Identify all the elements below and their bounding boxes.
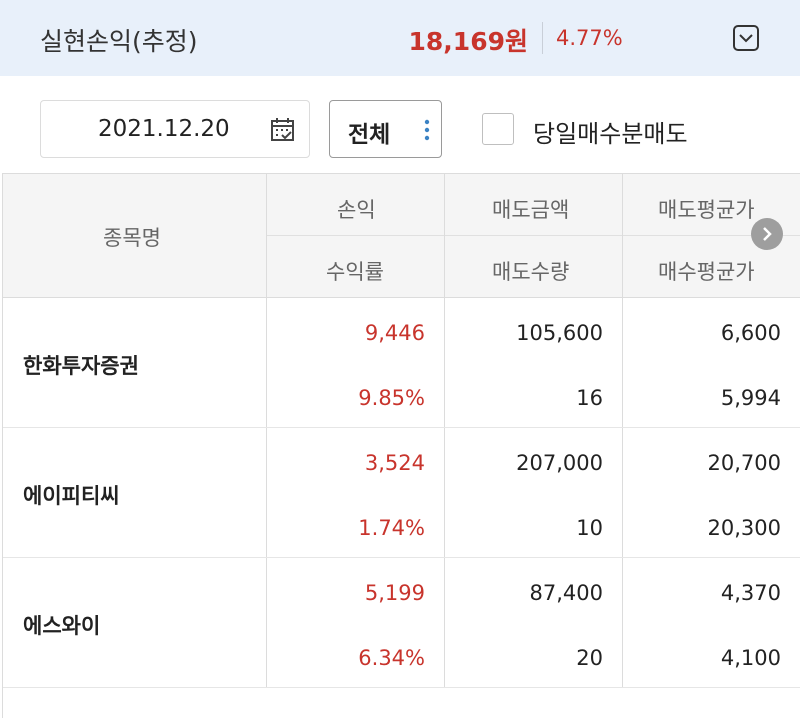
col-divider [444, 174, 445, 688]
stock-name: 에스와이 [23, 614, 101, 638]
header-sell-avg: 매도평균가 [658, 198, 755, 222]
header-name: 종목명 [103, 226, 161, 250]
stock-name: 한화투자증권 [23, 354, 139, 378]
scope-value: 전체 [348, 122, 391, 148]
sell-qty-value: 10 [576, 516, 603, 540]
buy-avg-value: 5,994 [720, 386, 781, 410]
row-divider [3, 687, 800, 688]
same-day-label[interactable]: 당일매수분매도 [533, 120, 688, 148]
date-picker[interactable]: 2021.12.20 [40, 100, 310, 158]
summary-amount: 18,169원 [408, 27, 528, 56]
same-day-checkbox[interactable] [482, 113, 514, 145]
date-value: 2021.12.20 [98, 116, 230, 142]
summary-title: 실현손익(추정) [40, 27, 198, 56]
return-rate-value: 1.74% [358, 516, 425, 540]
summary-divider [542, 22, 543, 54]
sell-avg-value: 4,370 [720, 581, 781, 605]
kebab-icon [424, 119, 430, 141]
sell-amount-value: 87,400 [529, 581, 603, 605]
sell-avg-value: 6,600 [720, 321, 781, 345]
return-rate-value: 6.34% [358, 646, 425, 670]
table-header: 종목명 손익 수익률 매도금액 매도수량 매도평균가 매수평균가 [3, 174, 800, 298]
sell-qty-value: 20 [576, 646, 603, 670]
realized-pl-table: 종목명 손익 수익률 매도금액 매도수량 매도평균가 매수평균가 한화투자증권 … [2, 173, 800, 718]
filter-row: 2021.12.20 전체 당일매수분매도 [0, 100, 800, 158]
realized-pl-summary: 실현손익(추정) 18,169원 4.77% [0, 0, 800, 76]
scroll-right-button[interactable] [751, 218, 783, 250]
col-divider [622, 174, 623, 688]
stock-name: 에이피티씨 [23, 484, 120, 508]
sell-amount-value: 207,000 [516, 451, 603, 475]
profit-value: 3,524 [364, 451, 425, 475]
buy-avg-value: 4,100 [720, 646, 781, 670]
summary-rate: 4.77% [556, 26, 623, 50]
sell-qty-value: 16 [576, 386, 603, 410]
col-divider [266, 174, 267, 688]
collapse-button[interactable] [733, 25, 759, 51]
header-buy-avg: 매수평균가 [658, 260, 755, 284]
profit-value: 5,199 [364, 581, 425, 605]
chevron-down-icon [739, 34, 753, 43]
header-divider [266, 235, 800, 236]
header-return-rate: 수익률 [326, 260, 384, 284]
profit-value: 9,446 [364, 321, 425, 345]
header-profit: 손익 [337, 198, 376, 222]
row-divider [3, 427, 800, 428]
calendar-icon [271, 118, 294, 141]
buy-avg-value: 20,300 [707, 516, 781, 540]
header-sell-amount: 매도금액 [492, 198, 570, 222]
sell-avg-value: 20,700 [707, 451, 781, 475]
sell-amount-value: 105,600 [516, 321, 603, 345]
row-divider [3, 557, 800, 558]
chevron-right-icon [763, 227, 772, 241]
scope-select[interactable]: 전체 [329, 100, 442, 158]
return-rate-value: 9.85% [358, 386, 425, 410]
header-sell-qty: 매도수량 [492, 260, 570, 284]
